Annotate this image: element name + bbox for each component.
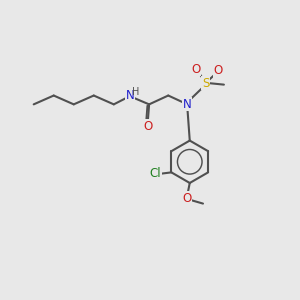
Text: O: O: [192, 62, 201, 76]
Text: N: N: [183, 98, 192, 111]
Text: N: N: [126, 89, 134, 102]
Text: O: O: [182, 192, 191, 205]
Text: O: O: [143, 120, 152, 133]
Text: Cl: Cl: [149, 167, 161, 180]
Text: H: H: [132, 87, 139, 97]
Text: O: O: [213, 64, 223, 77]
Text: S: S: [202, 77, 209, 90]
